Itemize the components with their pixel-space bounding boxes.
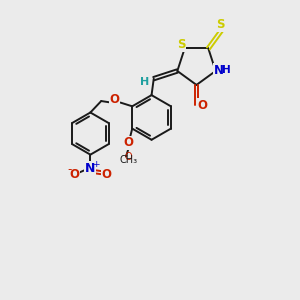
Text: S: S (177, 38, 185, 51)
Text: N: N (85, 162, 96, 175)
Text: O: O (197, 99, 207, 112)
Text: O: O (125, 152, 132, 161)
Text: H: H (222, 65, 231, 75)
Text: H: H (140, 77, 150, 87)
Text: +: + (92, 160, 99, 169)
Text: N: N (214, 64, 224, 76)
Text: O: O (110, 93, 120, 106)
Text: -: - (67, 163, 71, 176)
Text: CH₃: CH₃ (119, 155, 138, 165)
Text: O: O (69, 168, 79, 181)
Text: S: S (217, 18, 225, 31)
Text: O: O (124, 136, 134, 149)
Text: O: O (101, 168, 112, 181)
